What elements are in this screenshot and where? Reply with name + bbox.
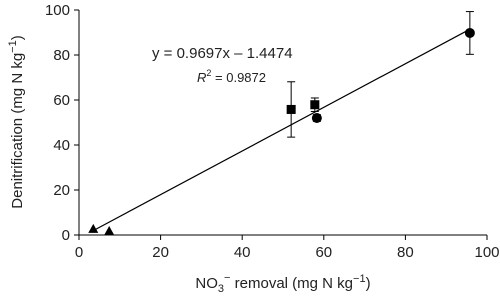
x-tick-label: 40 xyxy=(234,244,251,261)
y-tick-label: 60 xyxy=(53,92,70,109)
x-label-sub: 3 xyxy=(218,283,224,295)
point xyxy=(310,100,320,110)
y-label-part: ) xyxy=(9,35,26,40)
x-label-part: NO xyxy=(195,275,218,292)
x-label-part: removal (mg N kg xyxy=(230,275,353,292)
r2-sup: 2 xyxy=(206,68,211,78)
y-label-sup: −1 xyxy=(7,40,19,53)
r-squared: R2 = 0.9872 xyxy=(197,68,266,85)
x-tick-label: 100 xyxy=(474,244,499,261)
x-tick-label: 0 xyxy=(75,244,83,261)
x-axis-label: NO3− removal (mg N kg−1) xyxy=(195,272,370,295)
x-tick-label: 80 xyxy=(397,244,414,261)
y-tick-label: 40 xyxy=(53,137,70,154)
point xyxy=(104,225,115,235)
r2-part: R xyxy=(197,70,206,85)
point xyxy=(88,223,99,233)
y-tick-label: 20 xyxy=(53,182,70,199)
point xyxy=(311,113,322,123)
equation: y = 0.9697x – 1.4474 xyxy=(152,45,293,62)
y-tick-label: 100 xyxy=(45,2,70,19)
y-tick-label: 80 xyxy=(53,47,70,64)
x-label-part: ) xyxy=(366,275,371,292)
y-tick-label: 0 xyxy=(62,227,70,244)
y-label-part: Denitrification (mg N kg xyxy=(9,53,26,209)
x-tick-label: 60 xyxy=(315,244,332,261)
point xyxy=(286,104,296,114)
y-axis-label: Denitrification (mg N kg−1) xyxy=(7,35,26,208)
x-tick-label: 20 xyxy=(152,244,169,261)
x-label-sup: − xyxy=(224,272,230,284)
x-label-sup: −1 xyxy=(353,273,366,285)
r2-part: = 0.9872 xyxy=(211,70,266,85)
point xyxy=(464,27,475,38)
fit-line xyxy=(92,28,471,232)
